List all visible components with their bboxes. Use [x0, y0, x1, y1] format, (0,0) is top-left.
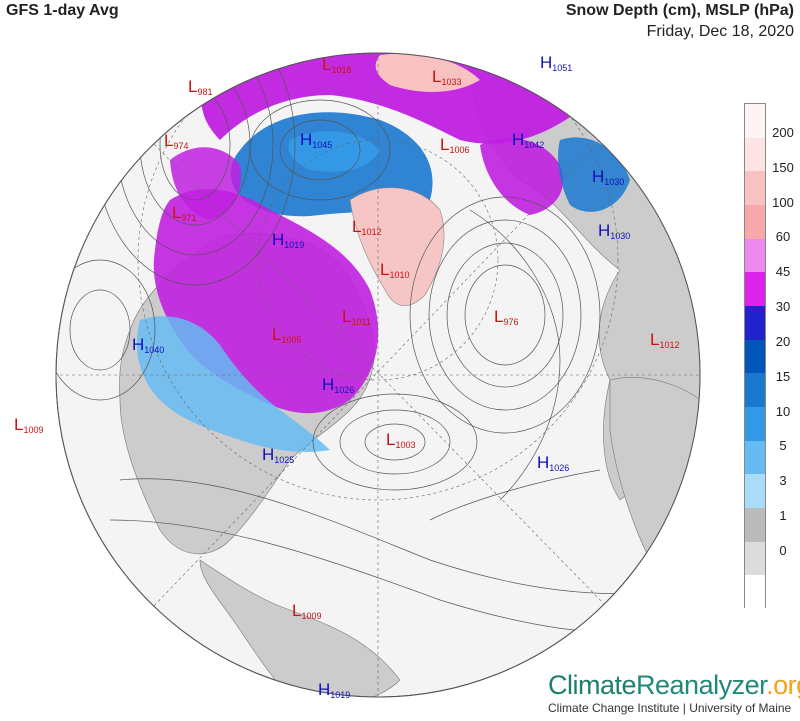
legend-label: 0	[779, 542, 787, 558]
brand-word-1: Climate	[548, 670, 637, 700]
high-pressure-label: H1051	[540, 53, 572, 73]
legend-swatch	[745, 474, 765, 508]
legend-swatch	[745, 104, 765, 138]
greenland-ice	[349, 187, 445, 306]
snow-siberia-pink	[375, 53, 480, 92]
brand-logo: ClimateReanalyzer.org	[548, 670, 800, 701]
snow-alaska	[170, 147, 241, 220]
map-content	[56, 53, 700, 697]
low-pressure-label: L971	[172, 203, 197, 223]
product-title: GFS 1-day Avg	[6, 2, 119, 19]
low-pressure-label: L974	[164, 131, 189, 151]
legend-label: 15	[775, 368, 791, 384]
snow-russia-blue	[558, 137, 630, 212]
legend-label: 100	[772, 194, 794, 210]
legend-label: 10	[775, 403, 791, 419]
legend-swatch	[745, 205, 765, 239]
legend-label: 3	[779, 473, 787, 489]
legend-label: 150	[772, 159, 794, 175]
low-pressure-label: L1005	[272, 325, 302, 345]
low-pressure-label: L1003	[386, 430, 416, 450]
low-pressure-label: L1012	[352, 217, 382, 237]
low-pressure-label: L976	[494, 307, 519, 327]
graticule-lines	[60, 53, 700, 697]
legend-swatch	[745, 440, 765, 475]
low-pressure-label: L1009	[14, 415, 44, 435]
high-pressure-label: H1040	[132, 335, 164, 355]
south-america-land	[199, 559, 401, 697]
legend-swatch	[745, 137, 765, 172]
low-pressure-label: L1033	[432, 67, 462, 87]
low-pressure-label: L1010	[380, 260, 410, 280]
variable-title: Snow Depth (cm), MSLP (hPa)	[565, 2, 794, 19]
high-pressure-label: H1026	[537, 453, 569, 473]
legend-label: 20	[775, 333, 791, 349]
high-pressure-label: H1019	[318, 680, 350, 700]
high-pressure-label: H1045	[300, 130, 332, 150]
date-label: Friday, Dec 18, 2020	[646, 23, 794, 40]
high-pressure-label: H1025	[262, 445, 294, 465]
legend-label: 200	[772, 125, 794, 140]
snow-us-north	[136, 316, 330, 452]
low-pressure-label: L1018	[322, 55, 352, 75]
legend-swatch	[745, 407, 765, 441]
globe-outline	[55, 52, 701, 698]
pressure-labels: L1018 L1033 H1051 L981 L974 H1045 H1042 L1006 H1…	[14, 53, 680, 700]
legend-label: 1	[779, 508, 787, 524]
legend-swatch	[745, 541, 765, 576]
legend-swatch	[745, 575, 765, 609]
legend-swatch	[745, 306, 765, 340]
low-pressure-label: L1011	[342, 307, 371, 327]
legend-swatch	[745, 373, 765, 407]
legend-label: 45	[775, 264, 791, 280]
legend-swatch	[745, 508, 765, 542]
high-pressure-label: H1019	[272, 230, 304, 250]
high-pressure-label: H1042	[512, 130, 544, 150]
legend-swatch	[745, 339, 765, 374]
high-pressure-label: H1030	[592, 167, 624, 187]
high-pressure-label: H1026	[322, 375, 354, 395]
low-pressure-label: L1006	[440, 135, 470, 155]
low-pressure-label: L1009	[292, 601, 322, 621]
color-legend	[744, 103, 766, 609]
brand-word-2: Reanalyzer	[636, 670, 767, 700]
high-pressure-label: H1030	[598, 221, 630, 241]
header-right: Snow Depth (cm), MSLP (hPa) Friday, Dec …	[566, 2, 794, 41]
legend-label: 30	[775, 299, 791, 315]
snow-scandinavia	[480, 137, 564, 215]
low-pressure-label: L981	[188, 77, 213, 97]
legend-swatch	[745, 238, 765, 273]
legend-label: 60	[775, 229, 791, 245]
legend-label: 5	[779, 438, 787, 454]
legend-swatch	[745, 272, 765, 306]
legend-swatch	[745, 171, 765, 205]
brand-suffix: .org	[766, 670, 800, 700]
low-pressure-label: L1012	[650, 330, 680, 350]
brand-subtitle: Climate Change Institute | University of…	[548, 701, 792, 715]
